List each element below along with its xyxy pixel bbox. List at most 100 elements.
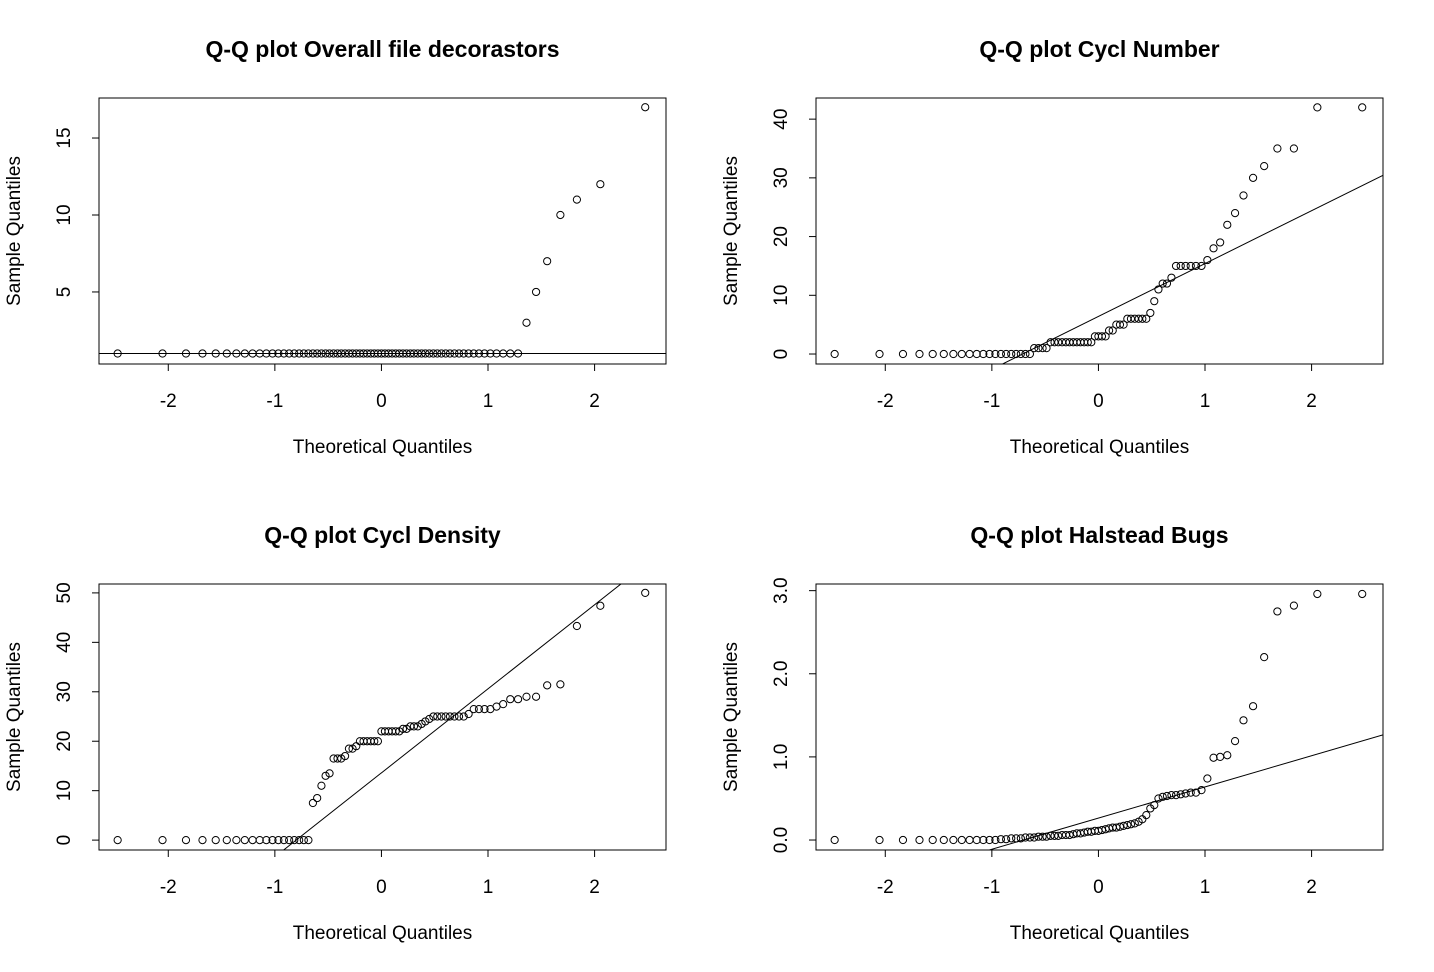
- point: [1248, 173, 1258, 182]
- x-tick-label: 0: [376, 877, 387, 898]
- point: [433, 712, 442, 721]
- y-tick-label: 5: [54, 287, 75, 298]
- point: [317, 781, 326, 790]
- point: [290, 836, 299, 845]
- point: [1313, 589, 1322, 599]
- point: [928, 835, 937, 845]
- point: [1054, 831, 1063, 840]
- point: [429, 712, 438, 721]
- point: [198, 836, 207, 845]
- chart-title: Q-Q plot Overall file decorastors: [205, 36, 559, 62]
- point: [996, 349, 1006, 359]
- point: [268, 836, 277, 845]
- point: [1186, 261, 1195, 271]
- point: [240, 836, 249, 845]
- y-tick-label: 15: [54, 127, 75, 148]
- point: [1239, 716, 1248, 725]
- point: [1230, 208, 1240, 218]
- point: [1223, 220, 1232, 229]
- x-tick-label: -2: [160, 391, 177, 412]
- x-axis-label: Theoretical Quantiles: [1010, 437, 1190, 458]
- point: [469, 704, 478, 714]
- point: [996, 835, 1006, 844]
- point: [641, 103, 650, 112]
- point: [596, 180, 605, 189]
- point: [373, 737, 383, 746]
- point: [1158, 279, 1167, 288]
- plot-box: [815, 97, 1384, 365]
- point: [1289, 601, 1299, 610]
- point: [1176, 261, 1185, 271]
- point: [556, 210, 565, 220]
- panel: Q-Q plot Halstead Bugs Theoretical Quanti…: [721, 522, 1384, 944]
- point: [1097, 332, 1107, 341]
- point: [1162, 791, 1172, 801]
- point: [181, 836, 191, 845]
- point: [1162, 279, 1172, 288]
- y-axis-label: Sample Quantiles: [4, 156, 25, 306]
- y-tick-label: 30: [54, 681, 75, 702]
- y-tick-label: 3.0: [771, 577, 792, 603]
- point: [1042, 344, 1051, 353]
- point: [898, 835, 908, 845]
- point: [425, 714, 434, 724]
- point: [898, 349, 908, 359]
- point: [1203, 774, 1212, 783]
- x-tick-label: 2: [589, 877, 600, 898]
- point: [211, 836, 220, 845]
- y-tick-label: 30: [771, 167, 792, 188]
- point: [1248, 702, 1258, 711]
- panel: Q-Q plot Cycl Number Theoretical Quantile…: [721, 36, 1384, 458]
- x-tick-label: 1: [483, 877, 494, 898]
- point: [1119, 320, 1128, 329]
- plot-box: [815, 583, 1384, 851]
- point: [1002, 835, 1011, 844]
- point: [875, 349, 884, 359]
- point: [409, 722, 419, 731]
- point: [391, 727, 400, 736]
- point: [531, 287, 541, 297]
- point: [344, 744, 354, 753]
- y-axis-label: Sample Quantiles: [721, 642, 742, 792]
- point: [370, 737, 379, 746]
- x-tick-label: -1: [266, 877, 283, 898]
- point: [957, 835, 966, 845]
- point: [437, 712, 446, 721]
- point: [939, 835, 948, 845]
- x-axis-label: Theoretical Quantiles: [293, 923, 473, 944]
- point: [1181, 261, 1190, 271]
- point: [957, 349, 966, 359]
- point: [1150, 297, 1159, 306]
- point: [1123, 820, 1132, 830]
- point: [1083, 338, 1092, 347]
- y-tick-label: 10: [54, 204, 75, 225]
- panel: Q-Q plot Cycl Density Theoretical Quantil…: [4, 522, 667, 944]
- point: [1273, 144, 1282, 153]
- point: [1030, 344, 1039, 353]
- point: [1289, 144, 1299, 153]
- point: [1087, 338, 1096, 347]
- point: [572, 621, 582, 631]
- x-tick-label: 2: [1306, 877, 1317, 898]
- point: [1154, 285, 1163, 294]
- x-tick-label: 0: [1093, 877, 1104, 898]
- chart-title: Q-Q plot Cycl Density: [264, 522, 501, 548]
- point: [1130, 819, 1139, 828]
- point: [274, 836, 283, 845]
- point: [915, 349, 924, 359]
- x-tick-label: -1: [983, 877, 1000, 898]
- x-tick-label: 0: [376, 391, 387, 412]
- point: [113, 836, 122, 845]
- point: [1273, 607, 1282, 616]
- point: [421, 717, 430, 726]
- point: [939, 349, 948, 359]
- point: [1239, 191, 1248, 200]
- y-tick-label: 0: [54, 835, 75, 846]
- x-tick-label: 0: [1093, 391, 1104, 412]
- point: [279, 836, 289, 845]
- point: [333, 754, 342, 763]
- y-tick-label: 0: [771, 349, 792, 360]
- point: [1007, 834, 1016, 843]
- x-tick-label: 1: [1200, 391, 1211, 412]
